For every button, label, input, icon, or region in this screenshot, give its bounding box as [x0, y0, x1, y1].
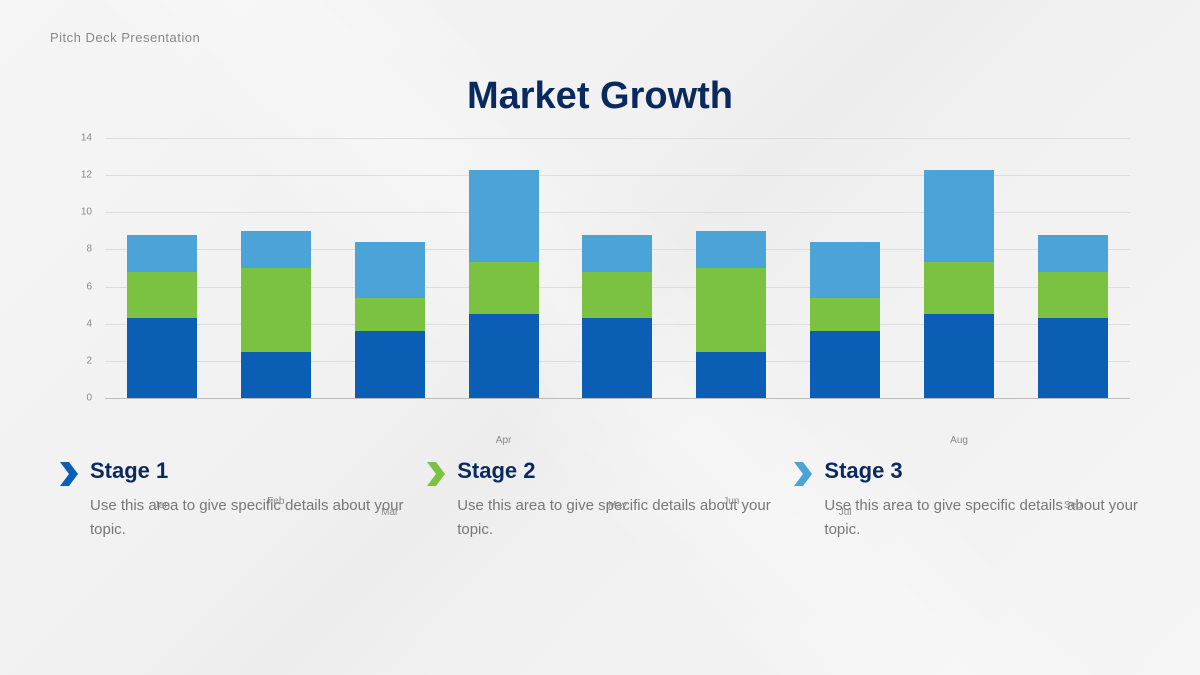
y-tick-label: 0: [86, 393, 92, 404]
bar-segment: [127, 318, 197, 398]
stage-1: Stage 1 Use this area to give specific d…: [60, 458, 406, 542]
bar-segment: [241, 352, 311, 398]
chart-area: 02468101214 JanFebMarAprMayJunJulAugSep: [70, 138, 1130, 418]
bar-segment: [582, 272, 652, 318]
slide-container: Pitch Deck Presentation Market Growth 0 2…: [0, 0, 1200, 675]
bar-group: Sep: [1038, 235, 1108, 398]
y-tick-label: 12: [81, 170, 92, 181]
bar-segment: [924, 170, 994, 263]
x-tick-label: May: [582, 500, 652, 511]
bar-segment: [582, 318, 652, 398]
bar-segment: [696, 231, 766, 268]
chevron-icon: [794, 462, 812, 486]
bar-segment: [469, 262, 539, 314]
bar-segment: [241, 268, 311, 352]
bar-segment: [1038, 272, 1108, 318]
bar-segment: [241, 231, 311, 268]
stage-title: Stage 1: [90, 458, 406, 484]
stage-title: Stage 2: [457, 458, 773, 484]
bar-group: Jan: [127, 235, 197, 398]
x-tick-label: Jul: [810, 507, 880, 518]
bar-segment: [127, 272, 197, 318]
bar-segment: [924, 314, 994, 398]
y-axis: 02468101214: [70, 138, 100, 398]
y-tick-label: 4: [86, 318, 92, 329]
bar-segment: [696, 268, 766, 352]
x-tick-label: Aug: [924, 435, 994, 446]
bar-segment: [582, 235, 652, 272]
bar-group: May: [582, 235, 652, 398]
slide-title: Market Growth: [50, 75, 1150, 118]
y-tick-label: 8: [86, 244, 92, 255]
bar-segment: [1038, 235, 1108, 272]
header-label: Pitch Deck Presentation: [50, 30, 1150, 45]
x-tick-label: Jun: [696, 496, 766, 507]
y-tick-label: 6: [86, 281, 92, 292]
bar-segment: [469, 314, 539, 398]
bar-group: Aug: [924, 170, 994, 398]
bar-segment: [355, 331, 425, 398]
bar-segment: [810, 242, 880, 298]
x-tick-label: Apr: [469, 435, 539, 446]
bar-segment: [127, 235, 197, 272]
bar-segment: [924, 262, 994, 314]
chevron-icon: [427, 462, 445, 486]
chevron-icon: [60, 462, 78, 486]
x-tick-label: Mar: [355, 507, 425, 518]
x-tick-label: Jan: [127, 500, 197, 511]
x-tick-label: Sep: [1038, 500, 1108, 511]
x-axis-line: [105, 398, 1130, 399]
x-tick-label: Feb: [241, 496, 311, 507]
bar-segment: [810, 298, 880, 331]
bar-group: Mar: [355, 242, 425, 398]
bar-segment: [355, 242, 425, 298]
bar-group: Jun: [696, 231, 766, 398]
bar-group: Apr: [469, 170, 539, 398]
y-tick-label: 14: [81, 133, 92, 144]
bar-group: Jul: [810, 242, 880, 398]
stage-title: Stage 3: [824, 458, 1140, 484]
bars-container: Jan Feb Mar Apr May Jun Jul Aug Sep: [105, 138, 1130, 398]
bar-segment: [469, 170, 539, 263]
y-tick-label: 10: [81, 207, 92, 218]
bar-segment: [1038, 318, 1108, 398]
bar-segment: [810, 331, 880, 398]
bar-group: Feb: [241, 231, 311, 398]
bar-segment: [696, 352, 766, 398]
y-tick-label: 2: [86, 355, 92, 366]
bar-segment: [355, 298, 425, 331]
